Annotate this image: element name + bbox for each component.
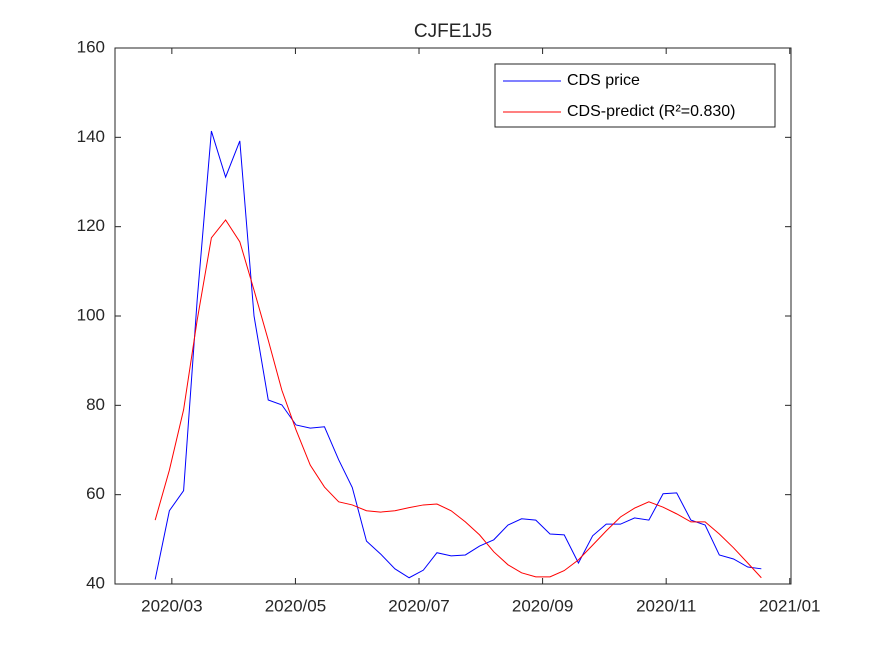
series-line <box>154 219 762 579</box>
x-tick-label: 2020/03 <box>141 596 202 615</box>
y-tick-label: 60 <box>86 484 105 503</box>
y-tick-label: 140 <box>77 127 105 146</box>
series-line <box>154 130 762 580</box>
x-tick-label: 2020/07 <box>388 596 449 615</box>
x-tick-label: 2020/09 <box>512 596 573 615</box>
plot-area <box>114 47 792 585</box>
y-tick-label: 80 <box>86 395 105 414</box>
chart-title: CJFE1J5 <box>414 21 492 42</box>
x-tick-label: 2020/11 <box>636 596 696 615</box>
y-tick-label: 120 <box>77 216 105 235</box>
x-tick-label: 2020/05 <box>265 596 326 615</box>
legend-box <box>494 63 776 128</box>
x-tick-label: 2021/01 <box>759 596 820 615</box>
legend-label: CDS-predict (R²=0.830) <box>567 103 736 120</box>
y-tick-label: 40 <box>86 573 105 592</box>
legend-label: CDS price <box>567 72 640 89</box>
y-tick-label: 160 <box>77 37 105 56</box>
y-tick-label: 100 <box>77 305 105 324</box>
